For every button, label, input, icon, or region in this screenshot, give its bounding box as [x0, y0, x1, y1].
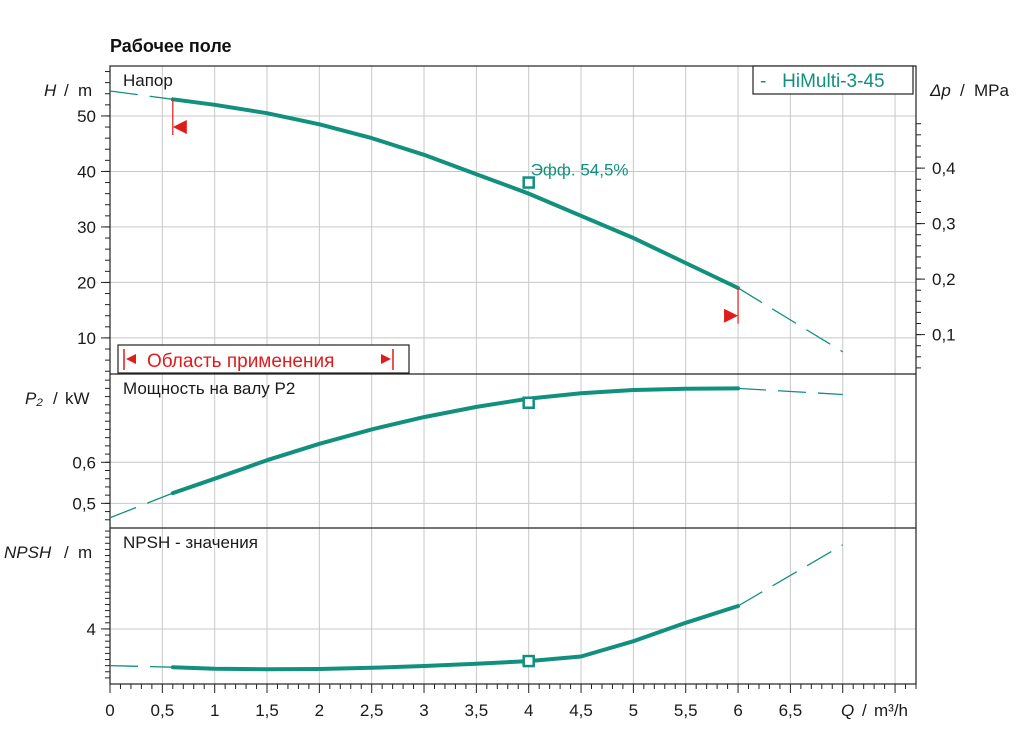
extrapolation-left — [109, 90, 173, 100]
series-line — [170, 97, 741, 290]
y-axis-slash: / — [53, 389, 58, 408]
y-axis-unit: m — [78, 543, 92, 562]
page-title: Рабочее поле — [110, 36, 232, 56]
x-tick-label: 1,5 — [255, 701, 279, 720]
y-tick-label: 40 — [77, 162, 96, 181]
frame-layer — [101, 65, 925, 693]
duty-point-marker — [522, 654, 535, 668]
x-tick-label: 3,5 — [465, 701, 489, 720]
x-tick-label: 6 — [733, 701, 742, 720]
extrapolation-right — [737, 544, 844, 607]
efficiency-label: Эфф. 54,5% — [531, 161, 629, 180]
y-tick-label: 0,5 — [72, 494, 96, 513]
y2-tick-label: 0,2 — [932, 270, 956, 289]
extrapolation-left — [109, 664, 173, 668]
duty-point-marker — [522, 396, 535, 409]
x-tick-label: 1 — [210, 701, 219, 720]
y-tick-label: 50 — [77, 107, 96, 126]
y-tick-label: 20 — [77, 273, 96, 292]
x-tick-label: 5 — [629, 701, 638, 720]
x-tick-label: 2 — [315, 701, 324, 720]
x-axis-symbol: Q — [841, 701, 854, 720]
x-tick-label: 4,5 — [569, 701, 593, 720]
x-tick-label: 5,5 — [674, 701, 698, 720]
y-tick-label: 30 — [77, 218, 96, 237]
y-axis-unit: kW — [65, 389, 90, 408]
application-range-arrow-right — [381, 354, 391, 364]
series-line — [170, 386, 741, 496]
range-marker-left — [172, 120, 187, 134]
x-tick-label: 3 — [419, 701, 428, 720]
extrapolation-right — [737, 287, 844, 353]
duty-point-marker — [522, 176, 535, 189]
y2-axis-unit: MPa — [974, 81, 1010, 100]
y2-axis-symbol: Δp — [929, 81, 951, 100]
application-range-box — [117, 344, 410, 374]
y-tick-label: 0,6 — [72, 453, 96, 472]
legend-box — [752, 65, 914, 95]
y-axis-slash: / — [64, 543, 69, 562]
application-range-arrow-left — [126, 354, 136, 364]
x-tick-label: 0,5 — [151, 701, 175, 720]
y-tick-label: 4 — [87, 620, 96, 639]
x-tick-label: 2,5 — [360, 701, 384, 720]
chart-frame — [109, 65, 917, 685]
y2-tick-label: 0,4 — [932, 159, 956, 178]
panel-title: Мощность на валу P2 — [123, 379, 295, 398]
extrapolation-right — [738, 387, 843, 396]
range-marker-right — [724, 308, 739, 323]
curve-layer — [109, 65, 914, 672]
x-tick-label: 0 — [105, 701, 114, 720]
y-axis-symbol: NPSH — [4, 543, 52, 562]
series-line — [170, 604, 741, 672]
y-axis-symbol: P₂ — [25, 389, 43, 408]
y-tick-label: 10 — [77, 329, 96, 348]
grid-layer — [110, 66, 916, 684]
legend-entry: - HiMulti-3-45 — [760, 71, 885, 92]
panel-title: Напор — [123, 71, 173, 90]
y-axis-unit: m — [78, 81, 92, 100]
application-range-label: Область применения — [147, 351, 334, 372]
y2-tick-label: 0,1 — [932, 326, 956, 345]
x-tick-label: 6,5 — [779, 701, 803, 720]
panel-title: NPSH - значения — [123, 533, 258, 552]
y2-tick-label: 0,3 — [932, 215, 956, 234]
y2-axis-slash: / — [960, 81, 965, 100]
extrapolation-left — [109, 492, 174, 519]
y-axis-slash: / — [64, 81, 69, 100]
x-axis-unit: m³/h — [874, 701, 908, 720]
x-axis-slash: / — [862, 701, 867, 720]
y-axis-symbol: H — [44, 81, 57, 100]
x-tick-label: 4 — [524, 701, 533, 720]
